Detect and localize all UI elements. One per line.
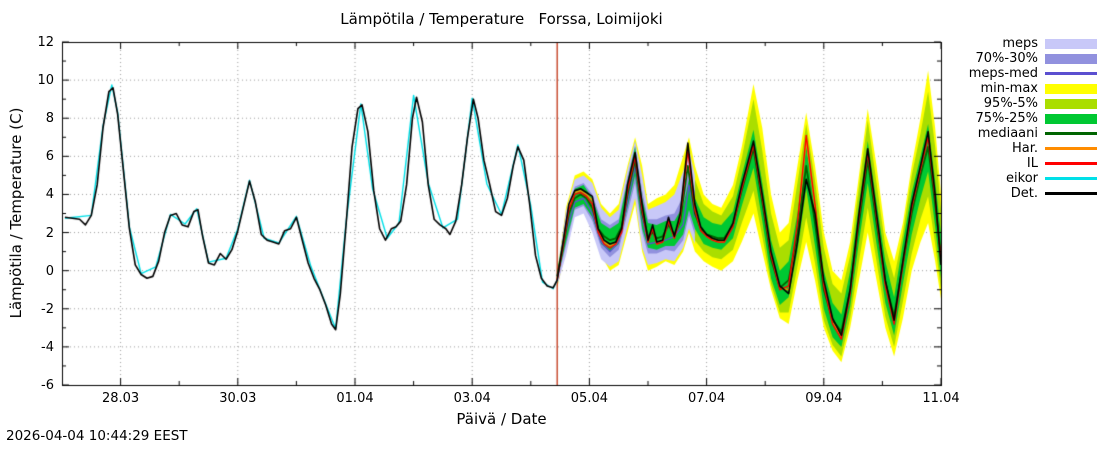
x-tick-label: 07.04 [687,391,726,406]
x-tick-label: 30.03 [219,391,257,406]
chart-title: Lämpötila / Temperature Forssa, Loimijok… [340,10,663,28]
legend-swatch-band [1045,113,1097,124]
legend-item: mediaani [969,127,1097,140]
x-tick-label: 09.04 [805,391,843,406]
legend-swatch-band [1045,38,1097,49]
legend-swatch-line [1045,147,1097,150]
legend-swatch-line [1045,162,1097,165]
x-tick-label: 01.04 [336,391,374,406]
x-tick-label: 05.04 [570,391,608,406]
legend-swatch-line [1045,132,1097,135]
x-tick-label: 03.04 [453,391,491,406]
y-tick-label: -6 [41,378,54,393]
legend-swatch-band [1045,83,1097,94]
legend-label: eikor [1006,171,1038,186]
legend-item: 95%-5% [969,97,1097,110]
y-tick-label: 6 [45,149,54,165]
legend-label: 75%-25% [975,111,1038,126]
legend-label: IL [1026,156,1038,171]
legend-label: meps-med [968,66,1038,81]
x-tick-label: 11.04 [922,391,960,406]
legend-swatch-line [1045,72,1097,75]
y-tick-label: -2 [41,301,54,317]
legend-item: 75%-25% [969,112,1097,125]
legend-item: meps-med [969,67,1097,80]
legend: meps 70%-30% meps-med min-max 95%-5% 75%-25% m… [969,37,1097,200]
legend-label: Det. [1010,186,1038,201]
legend-item: eikor [969,172,1097,185]
legend-label: meps [1002,36,1038,51]
x-tick-label: 28.03 [101,391,140,406]
y-tick-label: 2 [45,225,54,241]
legend-label: mediaani [977,126,1038,141]
legend-swatch-line [1045,192,1097,195]
legend-label: Har. [1011,141,1038,156]
legend-item: 70%-30% [969,52,1097,65]
y-tick-label: 8 [45,111,54,127]
y-tick-label: -4 [41,339,54,355]
legend-item: IL [969,157,1097,170]
legend-swatch-band [1045,53,1097,64]
y-axis-label: Lämpötila / Temperature (C) [7,107,25,319]
y-tick-label: 10 [37,73,54,89]
legend-item: meps [969,37,1097,50]
legend-item: Har. [969,142,1097,155]
timestamp: 2026-04-04 10:44:29 EEST [6,428,188,444]
legend-label: 95%-5% [983,96,1038,111]
legend-swatch-band [1045,98,1097,109]
x-axis-label: Päivä / Date [456,410,547,428]
legend-item: Det. [969,187,1097,200]
legend-label: 70%-30% [975,51,1038,66]
legend-swatch-line [1045,177,1097,180]
legend-item: min-max [969,82,1097,95]
y-tick-label: 12 [37,35,54,50]
y-tick-label: 4 [45,187,54,203]
y-tick-label: 0 [45,263,54,279]
legend-label: min-max [980,81,1038,96]
